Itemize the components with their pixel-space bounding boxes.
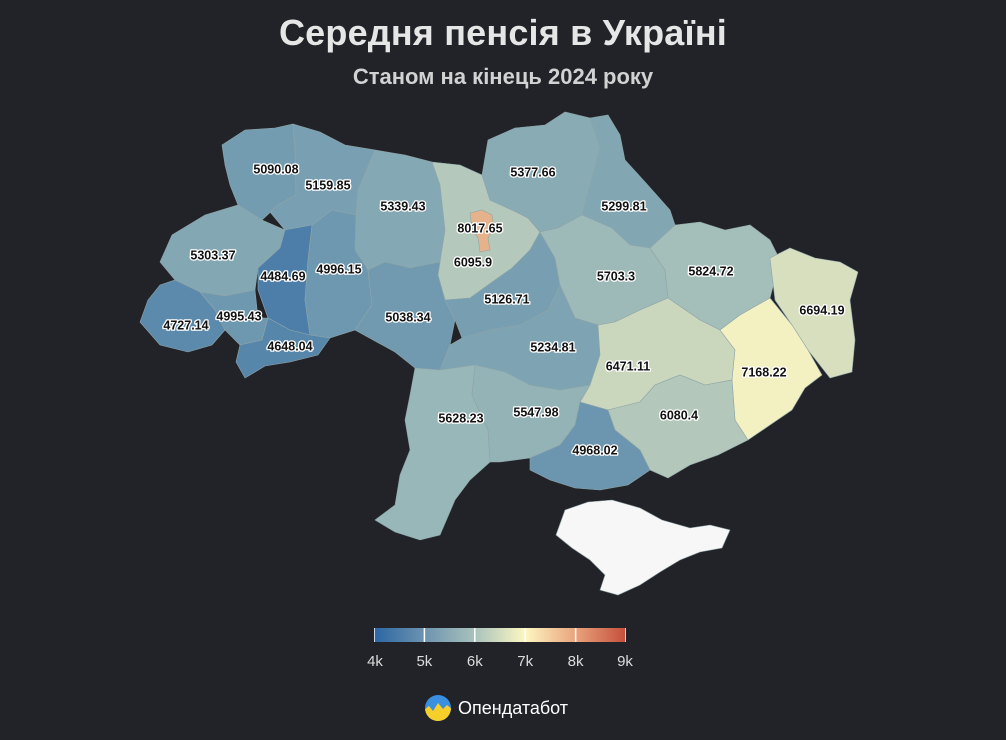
region-value-label: 5090.08 <box>253 162 298 176</box>
region-value-label: 6095.9 <box>454 255 492 269</box>
region-value-label: 4995.43 <box>216 309 261 323</box>
map-title: Середня пенсія в Україні <box>278 12 728 53</box>
region-value-label: 5038.34 <box>385 310 430 324</box>
region-vinnytsia[interactable] <box>354 261 456 371</box>
region-chernivtsi[interactable] <box>235 317 331 379</box>
map-subtitle: Станом на кінець 2024 року <box>352 64 654 89</box>
region-value-label: 4968.02 <box>572 443 617 457</box>
legend-tick-label: 8k <box>567 653 584 670</box>
region-value-label: 6080.4 <box>660 408 698 422</box>
region-value-label: 6694.19 <box>799 303 844 317</box>
region-value-label: 4648.04 <box>267 339 312 353</box>
region-value-label: 4996.15 <box>316 262 361 276</box>
legend-tick-label: 5k <box>416 653 433 670</box>
region-value-label: 7168.22 <box>741 365 786 379</box>
region-value-label: 5824.72 <box>688 264 733 278</box>
brand[interactable]: Опендатабот <box>424 694 568 722</box>
region-value-label: 5299.81 <box>601 199 646 213</box>
region-crimea[interactable] <box>555 499 731 596</box>
region-value-label: 5377.66 <box>510 165 555 179</box>
region-value-label: 4727.14 <box>163 318 208 332</box>
region-kherson[interactable] <box>529 401 651 491</box>
region-value-label: 5339.43 <box>380 199 425 213</box>
region-zakarpattia[interactable] <box>139 279 226 353</box>
region-value-label: 5234.81 <box>530 340 575 354</box>
region-value-label: 5126.71 <box>484 292 529 306</box>
region-kyiv-city[interactable] <box>469 209 495 253</box>
brand-logo-icon <box>425 695 451 721</box>
region-value-label: 5159.85 <box>305 178 350 192</box>
region-value-label: 4484.69 <box>260 269 305 283</box>
region-value-label: 5303.37 <box>190 248 235 262</box>
region-value-label: 5628.23 <box>438 411 483 425</box>
region-value-label: 5703.3 <box>597 269 635 283</box>
legend-tick-label: 9k <box>617 653 633 670</box>
legend-tick-label: 7k <box>517 653 534 670</box>
legend-colorbar <box>374 628 626 642</box>
region-value-label: 6471.11 <box>606 359 651 373</box>
legend-tick-label: 6k <box>466 653 483 670</box>
brand-name: Опендатабот <box>458 697 569 718</box>
legend-tick-label: 4k <box>367 653 383 670</box>
region-value-label: 5547.98 <box>513 405 558 419</box>
region-value-label: 8017.65 <box>457 221 502 235</box>
